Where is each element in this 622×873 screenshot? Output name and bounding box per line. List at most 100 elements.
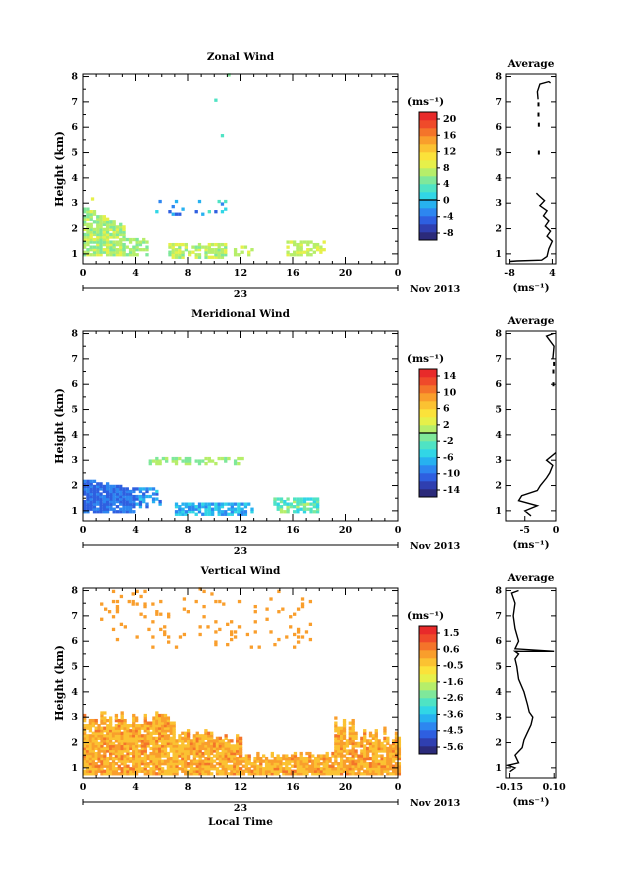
heatmap-cell bbox=[285, 756, 289, 761]
plot-frame bbox=[82, 73, 399, 265]
heatmap-cell bbox=[85, 739, 90, 743]
heatmap-cell bbox=[230, 502, 234, 506]
heatmap-cell bbox=[289, 625, 293, 629]
heatmap-cell bbox=[106, 769, 110, 773]
heatmap-cell bbox=[296, 764, 300, 768]
heatmap-cell bbox=[146, 736, 150, 740]
heatmap-cell bbox=[155, 210, 159, 214]
heatmap-cell bbox=[227, 746, 231, 751]
heatmap-cell bbox=[237, 512, 241, 516]
heatmap-cell bbox=[186, 762, 191, 766]
heatmap-cell bbox=[363, 729, 367, 733]
heatmap-cell bbox=[389, 746, 393, 751]
heatmap-cell bbox=[108, 772, 113, 776]
heatmap-cell bbox=[374, 751, 378, 756]
heatmap-cell bbox=[281, 607, 285, 611]
heatmap-cell bbox=[311, 759, 315, 763]
heatmap-cell bbox=[114, 724, 119, 728]
heatmap-cell bbox=[105, 240, 110, 244]
heatmap-cell bbox=[221, 767, 225, 771]
x-tick-label: 16 bbox=[286, 525, 300, 536]
heatmap-cell bbox=[115, 497, 120, 501]
heatmap-cell bbox=[210, 736, 214, 740]
heatmap-cell bbox=[122, 489, 126, 494]
heatmap-cell bbox=[386, 739, 390, 743]
heatmap-cell bbox=[126, 744, 130, 748]
heatmap-cell bbox=[238, 744, 243, 748]
heatmap-cell bbox=[368, 734, 373, 738]
y-tick-label: 1 bbox=[71, 249, 78, 260]
heatmap-cell bbox=[86, 507, 90, 511]
heatmap-cell bbox=[178, 754, 182, 758]
heatmap-cell bbox=[91, 721, 95, 725]
heatmap-cell bbox=[293, 772, 298, 776]
heatmap-cell bbox=[306, 253, 310, 257]
heatmap-cell bbox=[238, 754, 243, 758]
heatmap-cell bbox=[142, 240, 146, 244]
heatmap-cell bbox=[334, 724, 338, 728]
heatmap-cell bbox=[132, 749, 136, 753]
heatmap-cell bbox=[160, 751, 165, 756]
heatmap-cell bbox=[127, 599, 131, 604]
x-axis-label: Local Time bbox=[208, 816, 273, 828]
heatmap-cell bbox=[88, 741, 93, 746]
heatmap-cell bbox=[296, 499, 300, 504]
heatmap-cell bbox=[140, 736, 145, 740]
heatmap-cell bbox=[201, 739, 205, 743]
heatmap-cell bbox=[96, 230, 100, 234]
heatmap-cell bbox=[91, 769, 95, 773]
heatmap-cell bbox=[163, 744, 168, 748]
heatmap-cell bbox=[184, 739, 188, 743]
heatmap-cell bbox=[215, 741, 220, 746]
heatmap-cell bbox=[212, 744, 217, 748]
heatmap-cell bbox=[302, 769, 306, 773]
heatmap-cell bbox=[96, 215, 100, 219]
heatmap-cell bbox=[204, 731, 208, 735]
heatmap-cell bbox=[114, 769, 119, 773]
heatmap-cell bbox=[85, 724, 90, 728]
heatmap-cell bbox=[230, 630, 234, 634]
heatmap-cell bbox=[328, 767, 332, 771]
heatmap-cell bbox=[233, 635, 238, 639]
heatmap-cell bbox=[112, 489, 116, 494]
heatmap-cell bbox=[285, 767, 289, 771]
heatmap-cell bbox=[198, 587, 202, 591]
heatmap-cell bbox=[155, 711, 159, 715]
heatmap-cell bbox=[89, 227, 93, 232]
heatmap-cell bbox=[360, 772, 364, 776]
heatmap-cell bbox=[221, 759, 225, 763]
heatmap-cell bbox=[166, 751, 171, 756]
heatmap-cell bbox=[168, 250, 172, 254]
heatmap-cell bbox=[302, 759, 306, 763]
heatmap-cell bbox=[342, 764, 347, 768]
heatmap-cell bbox=[120, 716, 124, 720]
heatmap-cell bbox=[152, 741, 156, 746]
heatmap-cell bbox=[178, 736, 182, 740]
heatmap-cell bbox=[314, 769, 318, 773]
heatmap-cell bbox=[94, 754, 98, 758]
heatmap-cell bbox=[331, 762, 335, 766]
heatmap-cell bbox=[119, 494, 123, 499]
heatmap-cell bbox=[123, 754, 127, 758]
heatmap-cell bbox=[192, 751, 197, 756]
heatmap-cell bbox=[354, 772, 358, 776]
heatmap-cell bbox=[305, 767, 309, 771]
heatmap-cell bbox=[112, 232, 116, 237]
heatmap-cell bbox=[99, 245, 103, 249]
heatmap-cell bbox=[311, 754, 315, 758]
heatmap-cell bbox=[140, 756, 145, 761]
heatmap-cell bbox=[250, 769, 254, 773]
heatmap-cell bbox=[247, 769, 251, 773]
heatmap-cell bbox=[83, 726, 87, 730]
heatmap-cell bbox=[296, 250, 300, 254]
heatmap-cell bbox=[201, 212, 205, 216]
heatmap-cell bbox=[233, 749, 237, 753]
heatmap-cell bbox=[166, 754, 171, 758]
heatmap-cell bbox=[99, 217, 103, 221]
heatmap-cell bbox=[105, 225, 110, 229]
heatmap-cell bbox=[365, 741, 370, 746]
heatmap-cell bbox=[143, 772, 147, 776]
heatmap-cell bbox=[305, 756, 309, 761]
heatmap-cell bbox=[305, 769, 309, 773]
